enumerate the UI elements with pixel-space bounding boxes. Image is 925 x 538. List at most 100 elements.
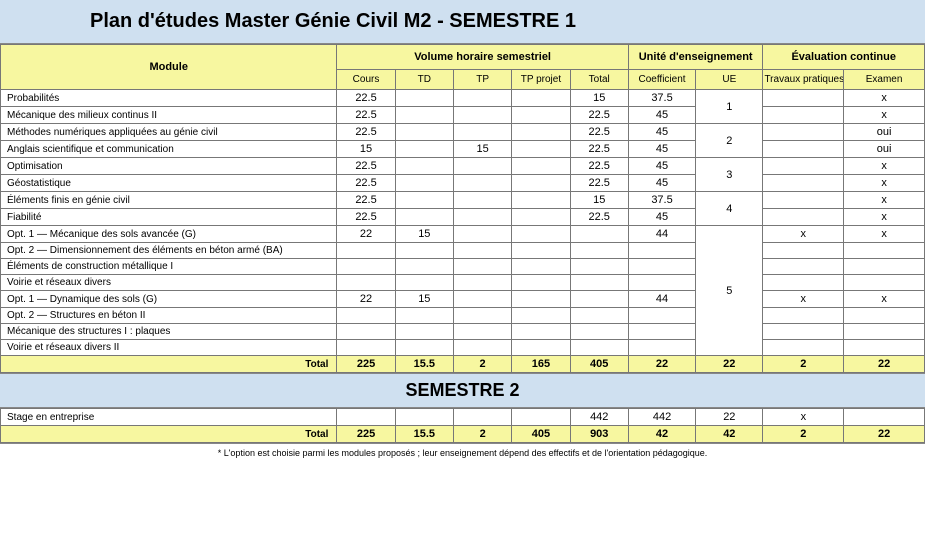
cell-tp — [454, 409, 512, 426]
cell-tp — [453, 259, 511, 275]
total-row-s1: Total 225 15.5 2 165 405 22 22 2 22 — [1, 356, 925, 373]
cell-exam: x — [844, 291, 925, 308]
cell-module: Probabilités — [1, 90, 337, 107]
table-header: Module Volume horaire semestriel Unité d… — [1, 45, 925, 90]
cell-trav — [763, 209, 844, 226]
cell-td — [395, 324, 453, 340]
cell-cours: 22.5 — [337, 192, 395, 209]
cell-coeff — [628, 308, 695, 324]
cell-module: Opt. 2 — Structures en béton II — [1, 308, 337, 324]
table-row: Optimisation22.522.5453x — [1, 158, 925, 175]
cell-module: Stage en entreprise — [1, 409, 337, 426]
semester1-table: Module Volume horaire semestriel Unité d… — [0, 44, 925, 373]
cell-tpproj — [512, 291, 570, 308]
cell-total: 15 — [570, 90, 628, 107]
title-bar: Plan d'études Master Génie Civil M2 - SE… — [0, 0, 925, 44]
table-row: Méthodes numériques appliquées au génie … — [1, 124, 925, 141]
cell-module: Anglais scientifique et communication — [1, 141, 337, 158]
cell-td: 15 — [395, 226, 453, 243]
semester2-heading: SEMESTRE 2 — [0, 373, 925, 408]
cell-tp — [453, 175, 511, 192]
cell-cours — [337, 259, 395, 275]
cell-tpproj — [512, 175, 570, 192]
col-tp: TP — [453, 70, 511, 90]
cell-tpproj — [512, 340, 570, 356]
cell-trav — [763, 340, 844, 356]
cell-total — [570, 259, 628, 275]
total-tot: 405 — [570, 356, 628, 373]
cell-coeff: 44 — [628, 291, 695, 308]
semester2-table: Stage en entreprise44244222x Total 225 1… — [0, 408, 925, 443]
cell-total — [570, 291, 628, 308]
cell-tp — [453, 158, 511, 175]
cell-total — [570, 324, 628, 340]
cell-tp — [453, 124, 511, 141]
table-row: Voirie et réseaux divers II — [1, 340, 925, 356]
cell-td — [395, 141, 453, 158]
cell-coeff — [628, 259, 695, 275]
cell-exam — [844, 409, 925, 426]
table-row: Éléments de construction métallique I — [1, 259, 925, 275]
cell-coeff: 37.5 — [628, 90, 695, 107]
cell-coeff: 37.5 — [628, 192, 695, 209]
cell-module: Voirie et réseaux divers II — [1, 340, 337, 356]
cell-cours: 22 — [337, 291, 395, 308]
col-cours: Cours — [337, 70, 395, 90]
cell-coeff — [628, 275, 695, 291]
cell-exam: oui — [844, 124, 925, 141]
cell-exam: x — [844, 192, 925, 209]
cell-cours — [337, 324, 395, 340]
cell-coeff: 45 — [628, 141, 695, 158]
table-row: Opt. 2 — Structures en béton II — [1, 308, 925, 324]
total2-c: 225 — [337, 426, 395, 443]
cell-tpproj — [512, 90, 570, 107]
cell-total — [570, 308, 628, 324]
cell-td — [395, 259, 453, 275]
cell-tp — [453, 275, 511, 291]
cell-module: Opt. 1 — Dynamique des sols (G) — [1, 291, 337, 308]
cell-cours — [337, 409, 395, 426]
cell-td — [395, 275, 453, 291]
cell-module: Éléments de construction métallique I — [1, 259, 337, 275]
cell-tp — [453, 107, 511, 124]
cell-cours: 22.5 — [337, 90, 395, 107]
cell-trav — [763, 308, 844, 324]
cell-total — [570, 340, 628, 356]
cell-total: 22.5 — [570, 107, 628, 124]
total2-trav: 2 — [763, 426, 844, 443]
cell-exam — [844, 324, 925, 340]
col-volume: Volume horaire semestriel — [337, 45, 629, 70]
cell-module: Opt. 1 — Mécanique des sols avancée (G) — [1, 226, 337, 243]
table-row: Éléments finis en génie civil22.51537.54… — [1, 192, 925, 209]
cell-coeff — [628, 243, 695, 259]
cell-module: Voirie et réseaux divers — [1, 275, 337, 291]
cell-tp — [453, 291, 511, 308]
cell-tpproj — [512, 192, 570, 209]
col-tpproj: TP projet — [512, 70, 570, 90]
col-module: Module — [1, 45, 337, 90]
table-row: Anglais scientifique et communication151… — [1, 141, 925, 158]
cell-tp — [453, 209, 511, 226]
cell-cours: 15 — [337, 141, 395, 158]
col-unit: Unité d'enseignement — [628, 45, 763, 70]
cell-td — [395, 175, 453, 192]
cell-tp: 15 — [453, 141, 511, 158]
cell-trav — [763, 275, 844, 291]
cell-module: Mécanique des milieux continus II — [1, 107, 337, 124]
cell-exam — [844, 340, 925, 356]
table-row: Opt. 2 — Dimensionnement des éléments en… — [1, 243, 925, 259]
cell-exam — [844, 259, 925, 275]
cell-td — [395, 192, 453, 209]
total-td: 15.5 — [395, 356, 453, 373]
cell-exam: x — [844, 209, 925, 226]
cell-coeff — [628, 324, 695, 340]
cell-tpproj — [512, 409, 570, 426]
cell-tpproj — [512, 324, 570, 340]
cell-tpproj — [512, 209, 570, 226]
cell-module: Fiabilité — [1, 209, 337, 226]
cell-coeff: 44 — [628, 226, 695, 243]
total-exam: 22 — [844, 356, 925, 373]
cell-cours — [337, 275, 395, 291]
total-label: Total — [1, 356, 337, 373]
table-row: Opt. 1 — Mécanique des sols avancée (G)2… — [1, 226, 925, 243]
